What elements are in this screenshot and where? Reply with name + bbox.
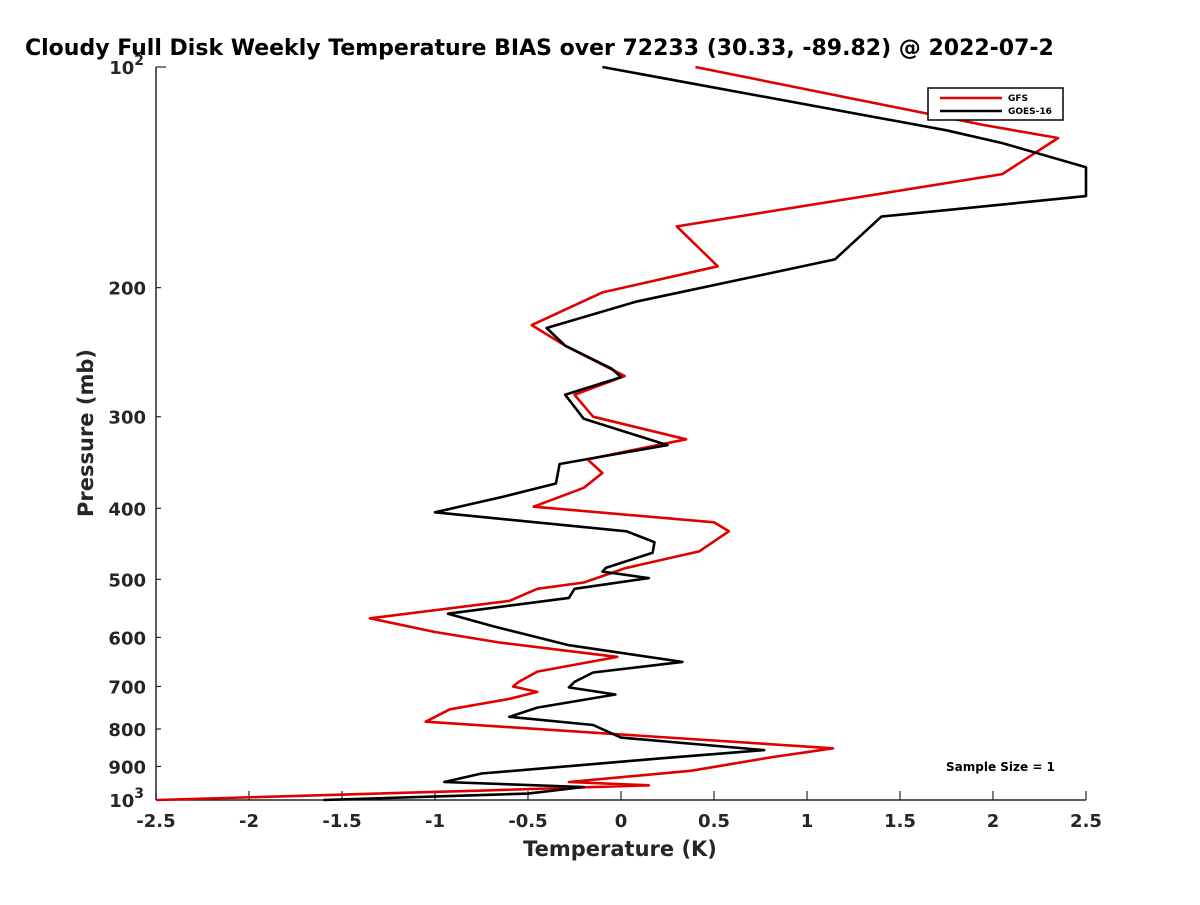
x-tick-label: 1.5 [884, 811, 916, 832]
y-axis-label: Pressure (mb) [74, 349, 98, 517]
x-tick-label: 2.5 [1070, 811, 1102, 832]
y-tick-label: 800 [108, 720, 146, 741]
x-tick-label: -2 [239, 811, 259, 832]
y-decade-label: 102 [109, 53, 144, 79]
chart-title: Cloudy Full Disk Weekly Temperature BIAS… [25, 36, 1054, 61]
series-lines [156, 65, 1088, 802]
legend-entry-label: GFS [1008, 94, 1028, 104]
x-tick-label: 0.5 [698, 811, 730, 832]
x-tick-label: 0 [615, 811, 628, 832]
y-tick-label: 900 [108, 757, 146, 778]
series-line-gfs [156, 65, 1060, 802]
x-tick-label: -0.5 [508, 811, 547, 832]
x-tick-label: -1 [425, 811, 445, 832]
y-tick-label: 400 [108, 499, 146, 520]
y-tick-label: 300 [108, 408, 146, 429]
y-tick-label: 700 [108, 677, 146, 698]
x-axis-ticks: -2.5 -2 -1.5 -1 -0.5 0 0.5 1 1.5 2 2.5 [136, 791, 1102, 832]
sample-size-annotation: Sample Size = 1 [946, 760, 1055, 774]
legend-box [927, 87, 1064, 121]
y-tick-label: 200 [108, 279, 146, 300]
x-tick-label: 1 [801, 811, 814, 832]
y-tick-label: 600 [108, 628, 146, 649]
x-tick-label: 2 [987, 811, 1000, 832]
x-tick-label: -2.5 [136, 811, 175, 832]
y-axis-ticks: 200 300 400 500 600 700 800 900 102 103 [108, 53, 166, 812]
series-line-goes-16 [323, 65, 1088, 802]
legend: GFS GOES-16 [927, 87, 1064, 121]
x-axis-label: Temperature (K) [523, 837, 717, 861]
x-tick-label: -1.5 [322, 811, 361, 832]
y-decade-label: 103 [109, 786, 144, 812]
y-tick-label: 500 [108, 570, 146, 591]
legend-entry-label: GOES-16 [1008, 107, 1052, 117]
axes-frame [155, 67, 1086, 801]
